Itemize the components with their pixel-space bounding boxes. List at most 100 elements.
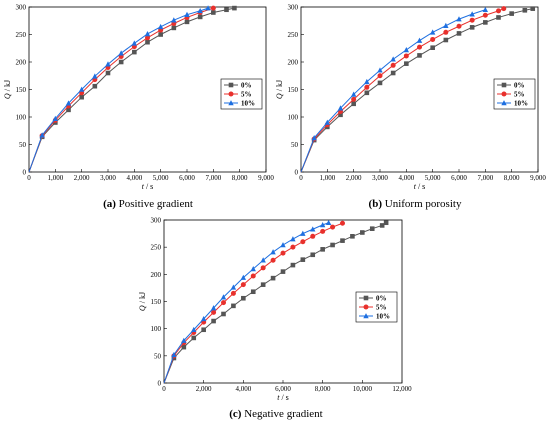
data-point-0% (132, 49, 137, 55)
data-point-10% (280, 242, 286, 248)
data-point-10% (325, 219, 332, 226)
data-point-5% (403, 53, 409, 59)
data-point-10% (324, 119, 331, 125)
legend-label: 10% (376, 313, 390, 321)
data-point-10% (157, 23, 164, 30)
data-point-0% (231, 303, 236, 309)
data-point-0% (379, 223, 385, 228)
data-point-0% (197, 14, 203, 20)
data-point-5% (145, 35, 150, 41)
data-point-5% (250, 273, 256, 279)
data-point-5% (501, 6, 507, 12)
x-tick-label: 7,000 (205, 174, 221, 182)
data-point-0% (483, 20, 488, 25)
x-tick-label: 12,000 (392, 385, 412, 393)
data-point-0% (290, 262, 296, 268)
data-point-10% (200, 315, 207, 322)
x-tick-label: 6,000 (451, 174, 467, 182)
data-point-5% (270, 257, 276, 263)
data-point-0% (310, 252, 316, 258)
data-point-0% (191, 335, 197, 341)
data-point-10% (482, 6, 489, 13)
data-point-0% (79, 94, 84, 100)
legend-label: 0% (241, 82, 252, 90)
x-tick-label: 8,000 (504, 174, 520, 182)
data-point-0% (456, 31, 462, 36)
data-point-0% (211, 10, 216, 15)
data-point-0% (232, 5, 237, 11)
legend-label: 0% (376, 295, 387, 303)
series-line-5% (300, 8, 504, 173)
data-point-10% (300, 230, 306, 236)
y-tick-label: 100 (16, 114, 27, 122)
legend-marker (501, 91, 507, 97)
legend-label: 5% (241, 91, 252, 99)
panel-uniform-porosity: 0 1,000 2,000 3,000 4,000 5,000 6,000 7,000 8,00… (275, 4, 546, 211)
data-point-10% (230, 284, 237, 290)
data-point-0% (181, 344, 187, 350)
data-point-10% (39, 132, 45, 138)
legend: 0%5%10% (220, 78, 263, 110)
legend-label: 0% (514, 82, 525, 90)
data-point-0% (340, 238, 345, 243)
legend-marker (228, 100, 234, 106)
y-tick-label: 300 (288, 4, 299, 12)
data-point-10% (131, 40, 138, 46)
data-point-10% (290, 236, 296, 242)
x-tick-label: 4,000 (235, 385, 251, 393)
data-point-0% (338, 112, 343, 118)
legend-box (355, 291, 398, 323)
data-point-0% (221, 311, 226, 317)
data-point-10% (171, 17, 177, 23)
data-point-0% (184, 19, 190, 25)
data-point-0% (430, 45, 435, 50)
series-line-5% (28, 7, 214, 173)
x-tick-label: 8,000 (232, 174, 248, 182)
panel-positive-gradient: 0 1,000 2,000 3,000 4,000 5,000 6,000 7,000 8,00… (3, 4, 274, 211)
x-tick-label: 9,000 (258, 174, 274, 182)
y-tick-label: 300 (151, 217, 162, 225)
data-point-0% (224, 7, 229, 13)
data-point-0% (530, 6, 536, 11)
data-point-10% (144, 31, 151, 37)
x-tick-label: 1,000 (319, 174, 335, 182)
data-point-10% (270, 249, 276, 255)
data-point-10% (416, 37, 423, 43)
y-tick-label: 250 (151, 244, 162, 252)
data-point-0% (201, 327, 206, 333)
data-point-10% (171, 351, 177, 358)
y-tick-label: 200 (151, 271, 162, 279)
data-point-0% (260, 282, 266, 287)
legend-marker (501, 82, 507, 88)
x-tick-label: 4,000 (126, 174, 142, 182)
data-point-5% (351, 96, 357, 102)
y-tick-label: 0 (295, 169, 299, 177)
data-point-10% (197, 7, 203, 14)
data-point-0% (509, 11, 514, 16)
x-axis-label: t / s (277, 393, 289, 402)
data-point-0% (364, 90, 370, 96)
legend-marker (228, 82, 234, 88)
data-point-0% (250, 289, 256, 295)
data-point-5% (230, 290, 236, 296)
y-tick-label: 100 (151, 325, 162, 333)
x-tick-label: 6,000 (179, 174, 195, 182)
legend-label: 5% (514, 91, 525, 99)
data-point-5% (280, 250, 286, 256)
data-point-10% (52, 115, 59, 121)
x-tick-label: 2,000 (74, 174, 90, 182)
x-tick-label: 4,000 (398, 174, 414, 182)
data-point-5% (469, 17, 475, 23)
data-point-0% (320, 247, 325, 252)
data-point-5% (211, 309, 217, 315)
data-point-10% (105, 61, 111, 67)
x-tick-label: 10,000 (353, 385, 373, 393)
data-point-10% (78, 86, 85, 92)
data-point-0% (351, 101, 356, 107)
x-tick-label: 2,000 (346, 174, 362, 182)
panel-caption: (a) Positive gradient (103, 198, 193, 210)
x-tick-label: 8,000 (315, 385, 331, 393)
data-point-10% (118, 50, 124, 56)
data-point-5% (221, 300, 226, 306)
